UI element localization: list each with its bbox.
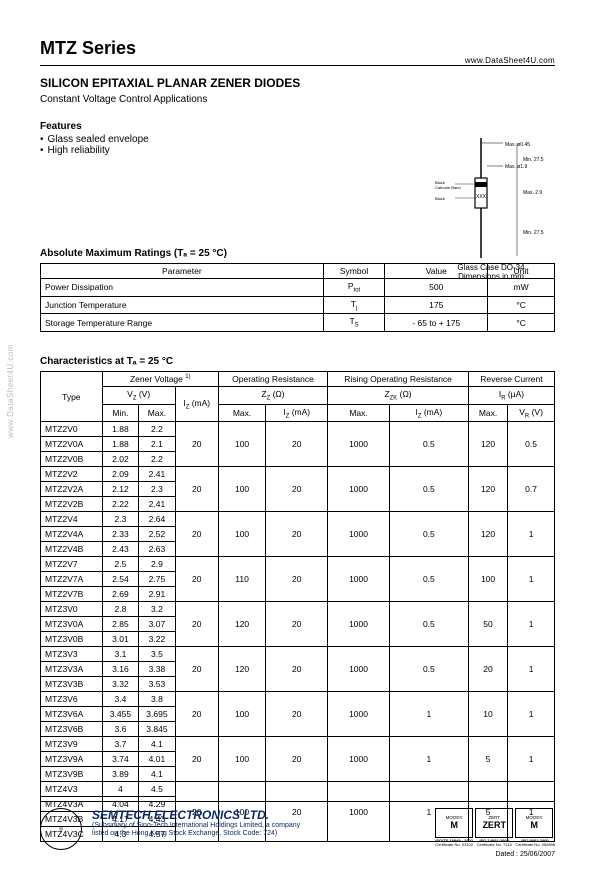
- title-separator: [40, 65, 555, 66]
- top-url-text: www.DataSheet4U.com: [465, 56, 555, 65]
- col-zener-group: Zener Voltage 1): [102, 372, 218, 387]
- company-name: SEMTECH ELECTRONICS LTD.: [92, 808, 300, 822]
- company-logo: ◎: [40, 808, 82, 850]
- svg-text:Black: Black: [435, 196, 445, 201]
- svg-text:Max. ø0.45: Max. ø0.45: [505, 142, 530, 148]
- svg-text:Min. 27.5: Min. 27.5: [523, 230, 544, 236]
- table-row: MTZ2V22.092.41201002010000.51200.7: [41, 467, 555, 482]
- svg-text:Cathode Band: Cathode Band: [435, 185, 461, 190]
- svg-text:Max. ø1.9: Max. ø1.9: [505, 164, 527, 170]
- product-title: SILICON EPITAXIAL PLANAR ZENER DIODES: [40, 76, 555, 90]
- svg-text:Max. 2.9: Max. 2.9: [523, 190, 542, 196]
- table-row: MTZ2V72.52.9201102010000.51001: [41, 557, 555, 572]
- table-row: MTZ2V42.32.64201002010000.51201: [41, 512, 555, 527]
- cert-badge: ZERT ZERT: [475, 808, 513, 838]
- drawing-caption-2: Dimensions in mm: [458, 272, 524, 281]
- table-row: MTZ3V02.83.2201202010000.5501: [41, 602, 555, 617]
- table-row: MTZ2V01.882.2201002010000.51200.5: [41, 422, 555, 437]
- table-row: MTZ3V93.74.120100201000151: [41, 737, 555, 752]
- cert-badge: MOODY M: [435, 808, 473, 838]
- table-row: Storage Temperature Range TS - 65 to + 1…: [41, 314, 555, 332]
- svg-text:Min. 27.5: Min. 27.5: [523, 157, 544, 163]
- cert-badge: MOODY M: [515, 808, 553, 838]
- amr-col-param: Parameter: [41, 264, 324, 279]
- col-rores-group: Rising Operating Resistance: [328, 372, 469, 387]
- footer-date: Dated : 25/06/2007: [495, 851, 555, 858]
- company-sub2: listed on the Hong Kong Stock Exchange, …: [92, 830, 300, 838]
- company-sub1: (Subsidiary of Sino-Tech International H…: [92, 822, 300, 830]
- application-note: Constant Voltage Control Applications: [40, 94, 555, 105]
- col-rev-group: Reverse Current: [468, 372, 554, 387]
- package-drawing: XXX Max. ø0.45 Max. ø1.9 Min. 27.5 Max. …: [431, 138, 551, 278]
- table-row: MTZ3V33.13.5201202010000.5201: [41, 647, 555, 662]
- characteristics-table: Type Zener Voltage 1) Operating Resistan…: [40, 371, 555, 842]
- left-watermark: www.DataSheet4U.com: [6, 344, 15, 438]
- col-opres-group: Operating Resistance: [218, 372, 327, 387]
- certifications: MOODY M ISO/TS 16949 : 2002Certificate N…: [435, 808, 555, 847]
- characteristics-heading: Characteristics at Tₐ = 25 °C: [40, 356, 555, 367]
- svg-text:XXX: XXX: [476, 194, 487, 200]
- table-row: Junction Temperature Tj 175 °C: [41, 296, 555, 314]
- amr-col-symbol: Symbol: [323, 264, 385, 279]
- drawing-caption-1: Glass Case DO-34: [457, 263, 524, 272]
- features-heading: Features: [40, 121, 555, 132]
- table-row: MTZ4V344.520100201000151: [41, 782, 555, 797]
- col-type: Type: [41, 372, 103, 422]
- page-footer: ◎ SEMTECH ELECTRONICS LTD. (Subsidiary o…: [40, 801, 555, 858]
- table-row: MTZ3V63.43.8201002010001101: [41, 692, 555, 707]
